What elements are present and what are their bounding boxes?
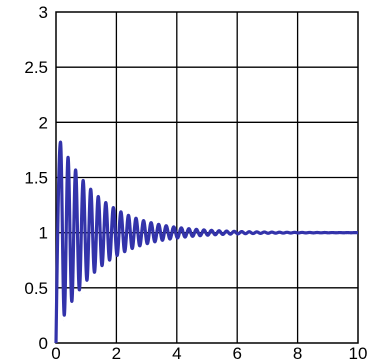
x-tick-labels: 0 2 4 6 8 10 (51, 344, 367, 361)
series-line-0 (54, 140, 360, 344)
y-tick-label: 1 (39, 224, 48, 243)
y-tick-labels: 0 0.5 1 1.5 2 2.5 3 (24, 3, 48, 353)
plot-frame (55, 11, 359, 344)
y-tick-label: 0 (39, 334, 48, 353)
x-tick-label: 0 (51, 344, 60, 361)
y-tick-label: 0.5 (24, 279, 48, 298)
x-tick-label: 10 (349, 344, 368, 361)
y-tick-label: 1.5 (24, 169, 48, 188)
y-tick-label: 2 (39, 113, 48, 132)
series-layer (54, 140, 360, 344)
x-tick-label: 6 (232, 344, 241, 361)
y-tick-label: 3 (39, 3, 48, 22)
x-tick-label: 4 (172, 344, 181, 361)
x-tick-label: 8 (293, 344, 302, 361)
x-tick-label: 2 (112, 344, 121, 361)
y-tick-label: 2.5 (24, 58, 48, 77)
grid (56, 12, 358, 343)
